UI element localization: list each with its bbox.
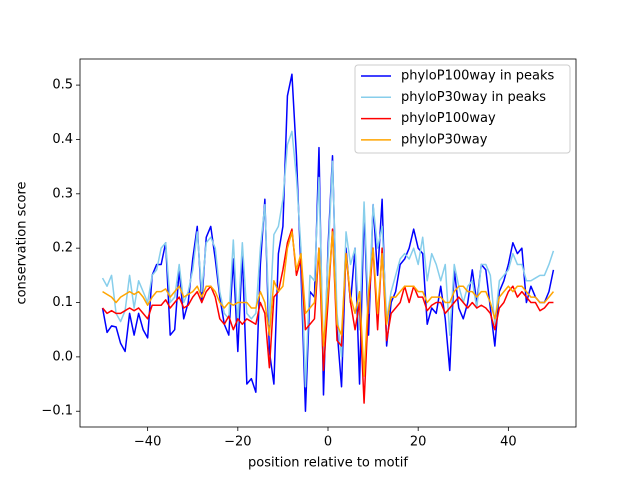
legend-label: phyloP30way in peaks — [401, 90, 546, 105]
y-tick-label: 0.1 — [52, 295, 73, 310]
axes-frame — [79, 58, 577, 428]
y-axis-label: conservation score — [15, 181, 30, 304]
x-axis-label: position relative to motif — [248, 456, 408, 471]
legend-box — [354, 64, 571, 154]
legend-label: phyloP100way in peaks — [401, 69, 555, 84]
y-tick-label: 0.3 — [52, 186, 73, 201]
legend-label: phyloP100way — [401, 111, 496, 126]
y-tick-label: 0.5 — [52, 78, 73, 93]
y-tick-label: 0.0 — [52, 349, 73, 364]
x-tick-label: −20 — [224, 435, 251, 450]
x-tick-label: 20 — [410, 435, 427, 450]
line-series — [101, 130, 555, 388]
y-tick-label: 0.4 — [52, 132, 73, 147]
x-tick-label: 0 — [324, 435, 332, 450]
x-tick-label: −40 — [134, 435, 161, 450]
line-series — [102, 231, 555, 377]
x-tick-label: 40 — [500, 435, 517, 450]
y-tick-label: −0.1 — [41, 404, 73, 419]
line-series — [101, 228, 554, 404]
y-tick-label: 0.2 — [52, 241, 73, 256]
legend-label: phyloP30way — [401, 132, 488, 147]
